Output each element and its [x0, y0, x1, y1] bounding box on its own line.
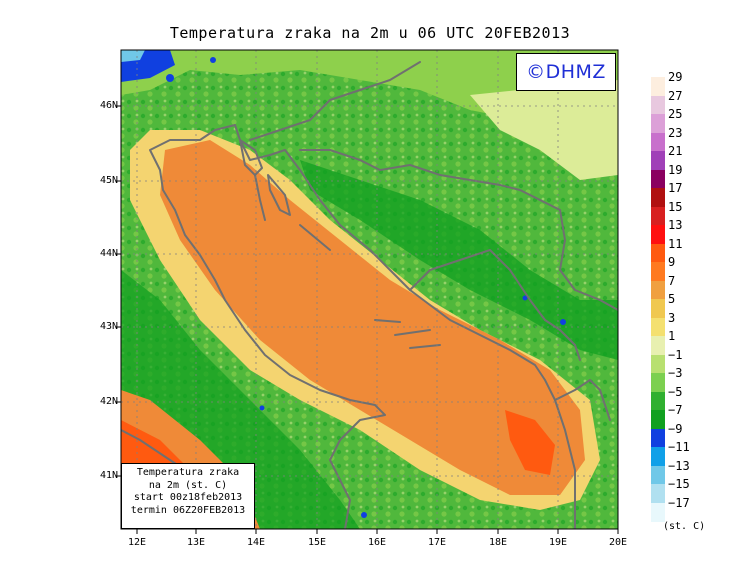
albania-hot-spot	[505, 410, 555, 475]
legend-label: −3	[668, 366, 683, 380]
legend-swatch	[651, 317, 665, 337]
legend-label: −13	[668, 458, 690, 473]
legend-label: −5	[668, 384, 683, 399]
legend-swatch	[651, 188, 665, 207]
lat-label-46n: 46N	[99, 100, 118, 111]
legend-label: 27	[668, 88, 683, 103]
legend-label: 23	[668, 125, 683, 140]
cold-spot-6	[259, 405, 265, 411]
info-box: Temperatura zraka na 2m (st. C) start 00…	[121, 463, 255, 529]
island-hvar	[394, 329, 431, 336]
legend-swatch	[651, 391, 665, 411]
legend-swatch	[651, 410, 665, 429]
legend-label: 15	[668, 199, 683, 214]
island-dugi	[299, 224, 331, 251]
lat-label-41n: 41N	[99, 470, 118, 481]
lon-label-12e: 12E	[127, 537, 147, 548]
legend-swatch	[651, 95, 665, 115]
legend-swatch	[651, 484, 665, 503]
legend-label: −7	[668, 403, 683, 417]
croatia-bosnia-border	[299, 149, 561, 211]
legend-swatch	[651, 169, 665, 189]
dhmz-watermark: ©DHMZ	[516, 53, 616, 91]
legend-swatch	[651, 373, 665, 392]
legend-swatch	[651, 447, 665, 466]
legend-label: −11	[668, 440, 690, 454]
lon-label-15e: 15E	[307, 537, 327, 548]
legend-label: 25	[668, 107, 683, 121]
lon-label-18e: 18E	[488, 537, 508, 548]
montenegro-border	[544, 319, 581, 361]
bosnia-south-border	[409, 249, 546, 321]
legend-swatch	[651, 206, 665, 226]
legend-label: −15	[668, 477, 690, 491]
island-korcula	[409, 344, 441, 349]
cold-spot-1	[166, 74, 174, 82]
legend-label: 17	[668, 181, 683, 195]
legend-label: 7	[668, 273, 676, 288]
legend-swatch	[651, 299, 665, 318]
lat-label-42n: 42N	[99, 396, 118, 407]
alps-light-spot	[121, 50, 145, 62]
legend-swatch	[651, 114, 665, 133]
legend-label: 13	[668, 218, 683, 232]
istria	[239, 139, 263, 176]
lat-label-43n: 43N	[99, 321, 118, 332]
legend-label: 1	[668, 329, 676, 343]
legend-swatch	[651, 262, 665, 281]
legend-label: −1	[668, 347, 683, 362]
legend-label: 3	[668, 310, 676, 325]
info-line-variable: Temperatura zraka	[136, 467, 240, 478]
info-line-termin: termin 06Z20FEB2013	[130, 504, 246, 516]
lon-label-16e: 16E	[367, 537, 387, 548]
legend-swatch	[651, 428, 665, 448]
legend-swatch	[651, 132, 665, 152]
island-brac	[374, 319, 401, 323]
cold-spot-5	[361, 512, 367, 518]
lon-label-20e: 20E	[608, 537, 628, 548]
legend-label: 11	[668, 236, 683, 251]
legend-swatch	[651, 243, 665, 263]
lon-label-19e: 19E	[548, 537, 568, 548]
legend-swatch	[651, 465, 665, 485]
legend-label: −9	[668, 421, 683, 436]
legend-swatch	[651, 354, 665, 374]
legend-swatch	[651, 225, 665, 244]
northeast-light-zone	[470, 80, 618, 180]
legend-label: −17	[668, 495, 690, 510]
slovenia-border	[249, 61, 421, 141]
legend-unit: (st. C)	[663, 521, 706, 532]
map-title: Temperatura zraka na 2m u 06 UTC 20FEB20…	[169, 24, 571, 42]
italy-east-coast	[149, 124, 386, 529]
map-frame	[120, 49, 619, 530]
legend-swatch	[651, 502, 665, 522]
legend-swatch	[651, 151, 665, 170]
lat-label-44n: 44N	[99, 248, 118, 259]
lat-label-45n: 45N	[99, 175, 118, 186]
legend-label: 9	[668, 255, 676, 269]
lon-label-13e: 13E	[186, 537, 206, 548]
cold-spot-4	[522, 295, 528, 301]
info-line-unit: na 2m (st. C)	[148, 479, 228, 491]
bosnia-serbia-border	[559, 209, 618, 311]
legend-swatch	[651, 336, 665, 355]
adriatic-sea	[160, 140, 585, 495]
legend-label: 21	[668, 144, 683, 158]
legend-label: 19	[668, 162, 683, 177]
info-line-start: start 00z18feb2013	[133, 492, 243, 503]
cold-spot-3	[560, 319, 566, 325]
lon-label-17e: 17E	[427, 537, 447, 548]
island-krk	[267, 174, 291, 216]
lon-label-14e: 14E	[246, 537, 266, 548]
legend-label: 5	[668, 292, 676, 306]
north-light-zone	[121, 50, 618, 150]
legend-swatch	[651, 77, 665, 96]
albania-border	[554, 379, 611, 421]
legend-swatch	[651, 280, 665, 300]
legend-label: 29	[668, 70, 683, 84]
cold-spot-2	[210, 57, 216, 63]
island-cres	[254, 174, 266, 221]
